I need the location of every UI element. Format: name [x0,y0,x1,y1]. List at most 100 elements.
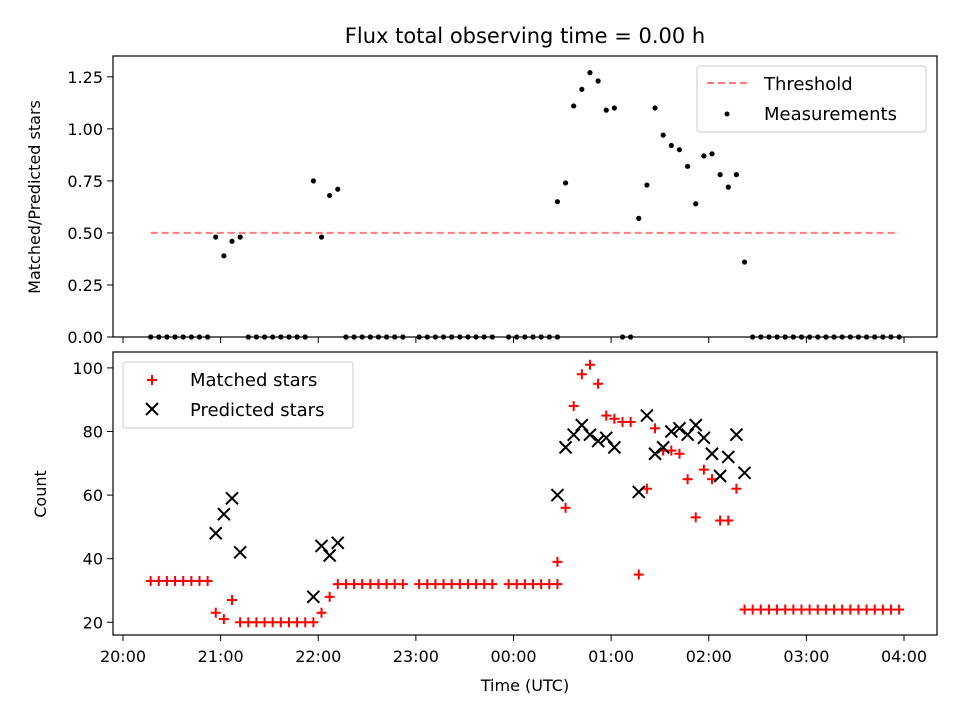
measurement-point [676,147,683,153]
top-y-tick-label: 0.25 [67,276,103,295]
matched-star-point [576,369,587,380]
matched-star-point [324,591,335,602]
predicted-star-point [656,440,670,455]
measurement-point [579,86,585,92]
predicted-star-point [607,440,622,455]
matched-legend-label: Matched stars [190,370,317,391]
top-y-tick-label: 0.50 [67,224,103,243]
matched-star-point [202,575,213,586]
measurement-point [611,105,617,111]
predicted-star-point [721,450,735,464]
top-legend-box [696,65,927,133]
matched-star-point [682,474,693,485]
bottom-y-tick-label: 100 [72,359,103,378]
bottom-x-tick-label: 23:00 [393,647,439,666]
matched-star-point [218,614,229,625]
top-y-tick-label: 0.75 [67,172,103,191]
measurement-point [709,151,715,157]
top-y-tick-label: 1.25 [67,68,103,87]
predicted-star-point [697,431,711,445]
measurements-legend-label: Measurements [764,104,897,125]
measurement-point [660,132,666,138]
measurement-point [335,186,341,192]
predicted-star-point [209,526,223,540]
measurement-point [327,192,333,199]
matched-star-point [666,445,677,456]
bottom-x-tick-label: 20:00 [100,647,146,666]
matched-star-point [650,423,661,434]
matched-star-point [674,448,685,459]
matched-star-point [316,607,327,618]
predicted-star-point [225,491,239,505]
matched-star-point [560,502,571,513]
matched-star-point [487,579,498,590]
matched-star-point [690,512,701,523]
bottom-y-axis-label: Count [31,470,50,518]
bottom-x-tick-label: 00:00 [490,647,536,666]
bottom-panel: 20 40 60 80 100 20:00 21:00 22:00 23:00 00:00 01:0… [31,351,938,695]
matched-star-point [641,483,652,494]
matched-star-point [633,569,644,580]
matched-star-point [601,410,612,421]
predicted-star-point [729,427,744,442]
measurement-point [684,163,691,169]
matched-legend-swatch [147,375,157,385]
bottom-plot-area: 20 40 60 80 100 20:00 21:00 22:00 23:00 00:00 01:0… [72,359,927,666]
matched-star-point [731,483,742,494]
threshold-legend-label: Threshold [763,74,853,95]
predicted-star-point [737,466,752,480]
bottom-x-tick-label: 02:00 [686,647,732,666]
matched-star-point [227,595,238,606]
top-chart-title: Flux total observing time = 0.00 h [345,24,705,48]
predicted-legend-label: Predicted stars [190,400,324,421]
matched-star-point [593,378,604,389]
top-plot-area: 0.00 0.25 0.50 0.75 1.00 1.25 [67,68,905,347]
bottom-x-tick-label: 04:00 [881,647,927,666]
matched-star-point [707,474,718,485]
measurement-point [652,105,658,111]
measurement-point [229,238,235,244]
matched-star-point [723,515,734,526]
top-y-axis-label: Matched/Predicted stars [25,100,44,294]
measurement-point [733,172,740,178]
top-panel: Flux total observing time = 0.00 h 0.000… [25,24,938,347]
matched-star-point [698,464,709,475]
bottom-legend: Matched stars Predicted stars [122,361,354,429]
measurement-point [554,199,561,205]
measurement-point [693,201,699,207]
measurement-point [562,180,569,186]
bottom-axes-frame [112,351,938,636]
matched-star-point [552,556,563,567]
predicted-star-point [322,548,337,563]
bottom-legend-box [122,361,354,429]
predicted-star-point [591,434,605,448]
predicted-star-point [689,418,703,432]
measurement-point [595,78,601,84]
predicted-star-point [550,488,565,502]
predicted-star-point [705,447,719,461]
top-y-tick-label: 0.00 [67,328,103,347]
top-legend: Threshold Measurements [696,65,927,133]
matched-star-point [552,579,563,590]
measurement-point [668,142,674,149]
predicted-star-point [233,545,247,560]
measurement-point [725,184,731,190]
top-y-tick-label: 1.00 [67,120,103,139]
matched-star-point [397,579,408,590]
matched-star-point [584,359,595,370]
bottom-y-tick-label: 40 [83,550,103,569]
predicted-star-point [672,421,687,436]
bottom-x-tick-label: 03:00 [783,647,829,666]
predicted-star-point [648,447,662,461]
measurement-point [318,234,325,240]
measurement-point [701,153,707,159]
measurement-point [310,178,316,184]
measurement-point [587,70,593,76]
measurement-point [571,103,577,109]
bottom-y-tick-label: 80 [83,422,103,441]
measurements-legend-swatch [724,111,730,117]
bottom-x-tick-label: 21:00 [198,647,244,666]
predicted-star-point [664,424,679,439]
measurement-point [221,253,227,259]
measurement-point [644,182,650,188]
